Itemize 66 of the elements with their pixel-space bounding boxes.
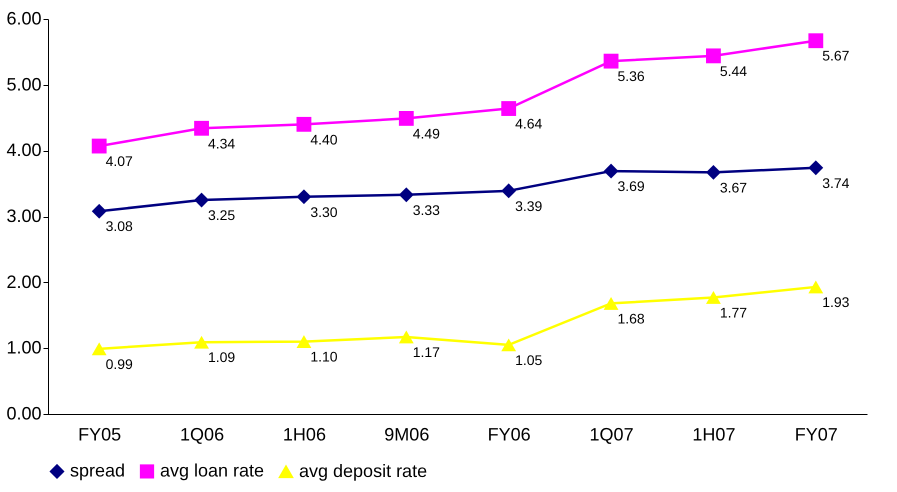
point [501,183,516,198]
point [398,187,414,202]
point [194,336,209,349]
point [604,296,618,310]
point [808,160,824,176]
x-tick-label: 9M06 [384,424,430,444]
point [296,189,312,204]
data-label: 5.67 [822,48,850,64]
data-label: 3.30 [310,204,338,220]
x-tick-label: 1Q07 [590,424,634,444]
point [808,280,824,294]
x-tick-label: 1H06 [282,424,326,444]
data-label: 1.77 [720,304,748,320]
data-label: 5.36 [617,68,645,84]
y-tick-label: 5.00 [6,74,42,94]
legend-label: spread [70,460,126,480]
x-tick-label: FY06 [488,424,531,444]
point [808,33,824,48]
data-label: 4.40 [310,131,338,148]
data-label: 3.33 [412,202,440,218]
y-tick-label: 2.00 [6,272,42,292]
point [706,164,721,180]
point [194,120,209,136]
y-tick-label: 1.00 [6,338,42,358]
data-label: 3.69 [617,178,645,194]
data-label: 4.64 [515,116,543,132]
point [194,192,209,208]
data-label: 3.25 [208,207,236,224]
data-label: 1.05 [515,352,543,368]
data-label: 3.08 [106,218,134,234]
data-label: 1.93 [822,294,850,310]
point [706,291,721,304]
x-tick-label: 1H07 [692,424,736,444]
point [604,164,618,178]
x-tick-label: 1Q06 [180,424,224,444]
point [296,335,312,348]
data-label: 4.49 [412,125,440,142]
point [398,330,414,344]
point [92,342,107,356]
data-label: 4.34 [208,135,236,152]
data-label: 3.74 [822,174,850,191]
data-label: 1.10 [310,348,338,365]
data-label: 1.09 [208,349,236,366]
legend-label: avg deposit rate [299,460,428,481]
point [398,110,414,126]
point [501,101,516,116]
x-tick-label: FY07 [794,424,838,444]
data-label: 4.07 [106,153,134,170]
point [604,54,618,69]
point [296,116,312,132]
data-label: 5.44 [720,62,748,79]
y-tick-label: 4.00 [6,140,42,160]
data-label: 3.67 [720,179,748,196]
data-label: 3.39 [515,198,543,214]
data-label: 0.99 [106,356,134,372]
point [92,138,107,154]
data-label: 1.17 [412,344,440,360]
x-tick-label: FY05 [78,424,122,444]
point [706,48,721,64]
point [92,204,107,219]
point [501,338,516,352]
y-tick-label: 0.00 [6,404,42,424]
y-tick-label: 6.00 [6,8,42,28]
legend-label: avg loan rate [160,460,264,480]
data-label: 1.68 [617,310,645,326]
y-tick-label: 3.00 [6,206,42,226]
